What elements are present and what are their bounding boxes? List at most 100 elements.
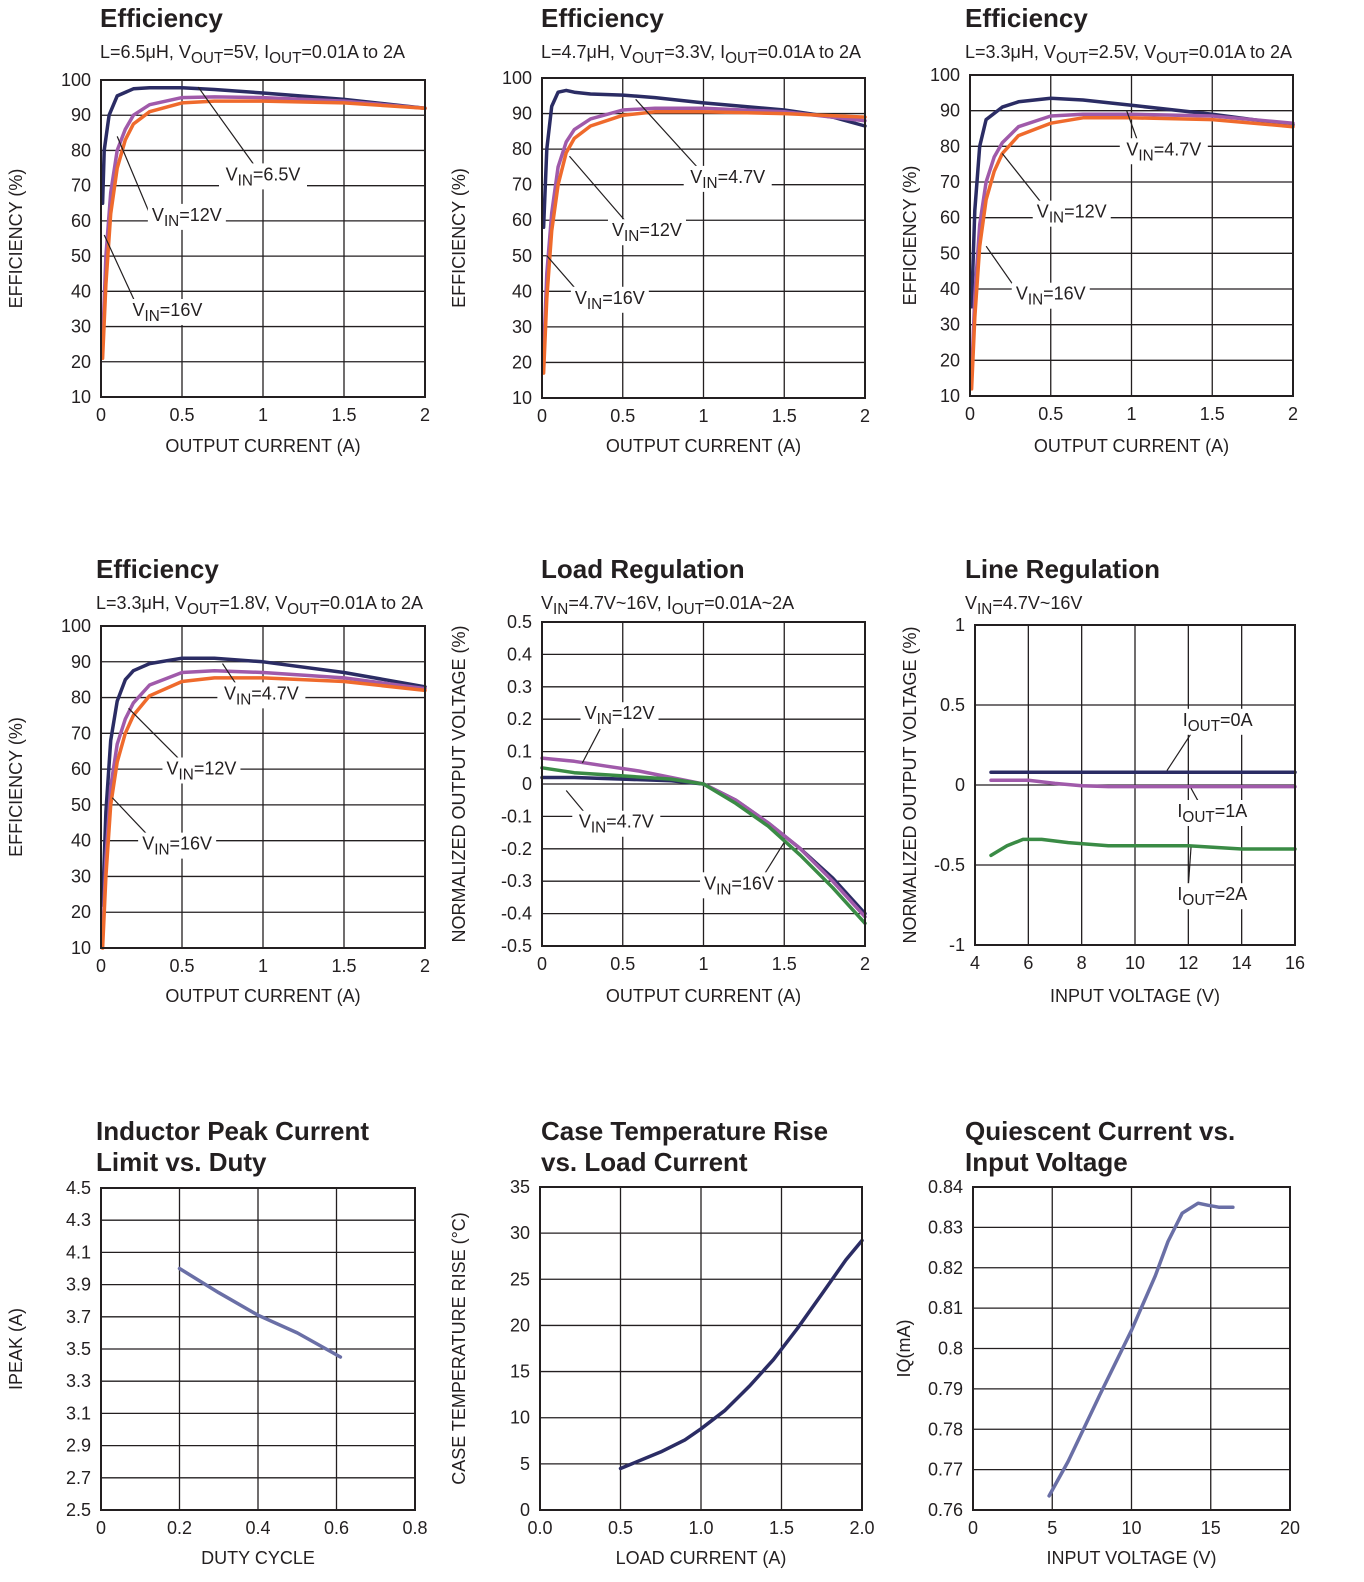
y-tick-label: 10: [512, 388, 532, 408]
series-label-bg: [147, 203, 226, 230]
chart-eff2: Efficiency L=4.7μH, VOUT=3.3V, IOUT=0.01A…: [449, 3, 870, 456]
x-axis-label: OUTPUT CURRENT (A): [165, 986, 360, 1006]
x-tick-label: 0.5: [610, 954, 635, 974]
leader-line: [111, 797, 151, 838]
y-tick-label: 20: [510, 1315, 530, 1335]
y-tick-label: 0: [520, 1500, 530, 1520]
series-label: VIN=12V: [612, 220, 682, 245]
y-axis-label: IPEAK (A): [6, 1308, 26, 1390]
chart-title: Efficiency: [965, 3, 1088, 33]
x-axis-label: INPUT VOLTAGE (V): [1050, 986, 1220, 1006]
y-tick-label: 35: [510, 1177, 530, 1197]
plot-frame: [100, 625, 426, 949]
y-tick-label: 90: [512, 104, 532, 124]
y-tick-label: 60: [71, 759, 91, 779]
chart-title: Input Voltage: [965, 1147, 1128, 1177]
x-tick-label: 5: [1047, 1518, 1057, 1538]
y-tick-label: 15: [510, 1362, 530, 1382]
y-tick-label: 70: [512, 175, 532, 195]
series-label: VIN=12V: [1037, 202, 1107, 227]
y-tick-label: -0.1: [501, 806, 532, 826]
x-tick-label: 2: [860, 954, 870, 974]
y-tick-label: -0.5: [501, 936, 532, 956]
leader-line: [1187, 847, 1192, 886]
series-label: VIN=4.7V: [224, 683, 299, 708]
y-tick-label: 20: [71, 902, 91, 922]
series-label-bg: [570, 286, 649, 313]
series-label: VIN=16V: [1016, 284, 1086, 309]
x-axis-label: OUTPUT CURRENT (A): [165, 436, 360, 456]
chart-title: Quiescent Current vs.: [965, 1116, 1235, 1146]
x-axis-label: OUTPUT CURRENT (A): [606, 986, 801, 1006]
y-axis-label: EFFICIENCY (%): [900, 166, 920, 306]
y-axis-label: EFFICIENCY (%): [6, 169, 26, 309]
series-label-bg: [1178, 708, 1257, 735]
y-tick-label: 30: [71, 866, 91, 886]
y-tick-label: 3.3: [66, 1371, 91, 1391]
leader-line: [635, 98, 704, 175]
x-tick-label: 0: [537, 406, 547, 426]
y-axis-label: EFFICIENCY (%): [449, 168, 469, 308]
leader-line: [128, 707, 183, 763]
chart-title: Efficiency: [100, 3, 223, 33]
x-axis-label: LOAD CURRENT (A): [616, 1548, 787, 1568]
x-tick-label: 1: [1126, 404, 1136, 424]
y-tick-label: 25: [510, 1269, 530, 1289]
series-label-bg: [1173, 800, 1252, 826]
y-tick-label: 0.76: [928, 1500, 963, 1520]
y-axis-label: NORMALIZED OUTPUT VOLTAGE (%): [900, 626, 920, 943]
y-tick-label: -1: [949, 935, 965, 955]
y-tick-label: -0.3: [501, 871, 532, 891]
y-tick-label: 100: [502, 68, 532, 88]
x-tick-label: 0: [968, 1518, 978, 1538]
y-tick-label: 0.84: [928, 1177, 963, 1197]
y-tick-label: 0.2: [507, 709, 532, 729]
y-tick-label: 3.7: [66, 1307, 91, 1327]
chart-title: Efficiency: [541, 3, 664, 33]
series-label: VIN=4.7V: [1126, 139, 1201, 164]
series-label-bg: [1032, 200, 1111, 227]
series-label-bg: [1119, 138, 1208, 165]
series-label-bg: [162, 757, 241, 784]
leader-line: [116, 136, 152, 218]
y-tick-label: 0.8: [938, 1339, 963, 1359]
y-tick-label: 70: [71, 723, 91, 743]
x-tick-label: 1.0: [688, 1518, 713, 1538]
y-axis-label: CASE TEMPERATURE RISE (°C): [449, 1212, 469, 1485]
x-tick-label: 10: [1125, 953, 1145, 973]
y-tick-label: 80: [940, 136, 960, 156]
y-tick-label: 10: [940, 386, 960, 406]
y-tick-label: 3.1: [66, 1403, 91, 1423]
x-tick-label: 0.5: [610, 406, 635, 426]
y-tick-label: 2.9: [66, 1436, 91, 1456]
x-tick-label: 1.5: [331, 956, 356, 976]
x-tick-label: 2: [860, 406, 870, 426]
y-tick-label: 0.79: [928, 1379, 963, 1399]
series-label: VIN=6.5V: [226, 164, 301, 189]
plot-frame: [972, 1186, 1291, 1511]
series-label: VIN=4.7V: [579, 812, 654, 837]
x-tick-label: 2: [420, 405, 430, 425]
leader-line: [569, 155, 632, 228]
y-tick-label: 0: [522, 774, 532, 794]
x-tick-label: 0: [96, 956, 106, 976]
x-tick-label: 1: [698, 406, 708, 426]
y-tick-label: 100: [61, 616, 91, 636]
series-label: VIN=12V: [167, 758, 237, 783]
y-tick-label: 0.1: [507, 742, 532, 762]
x-tick-label: 12: [1178, 953, 1198, 973]
series-label-bg: [607, 219, 686, 246]
x-tick-label: 0.6: [324, 1518, 349, 1538]
y-tick-label: -0.2: [501, 839, 532, 859]
y-tick-label: 0.78: [928, 1419, 963, 1439]
y-tick-label: 40: [71, 281, 91, 301]
y-tick-label: 2.7: [66, 1468, 91, 1488]
y-tick-label: 90: [71, 652, 91, 672]
plot-frame: [539, 1186, 863, 1511]
chart-subtitle: VIN=4.7V~16V: [965, 593, 1082, 618]
y-tick-label: 90: [71, 105, 91, 125]
y-tick-label: 10: [510, 1408, 530, 1428]
chart-subtitle: VIN=4.7V~16V, IOUT=0.01A~2A: [541, 593, 794, 618]
x-tick-label: 4: [970, 953, 980, 973]
